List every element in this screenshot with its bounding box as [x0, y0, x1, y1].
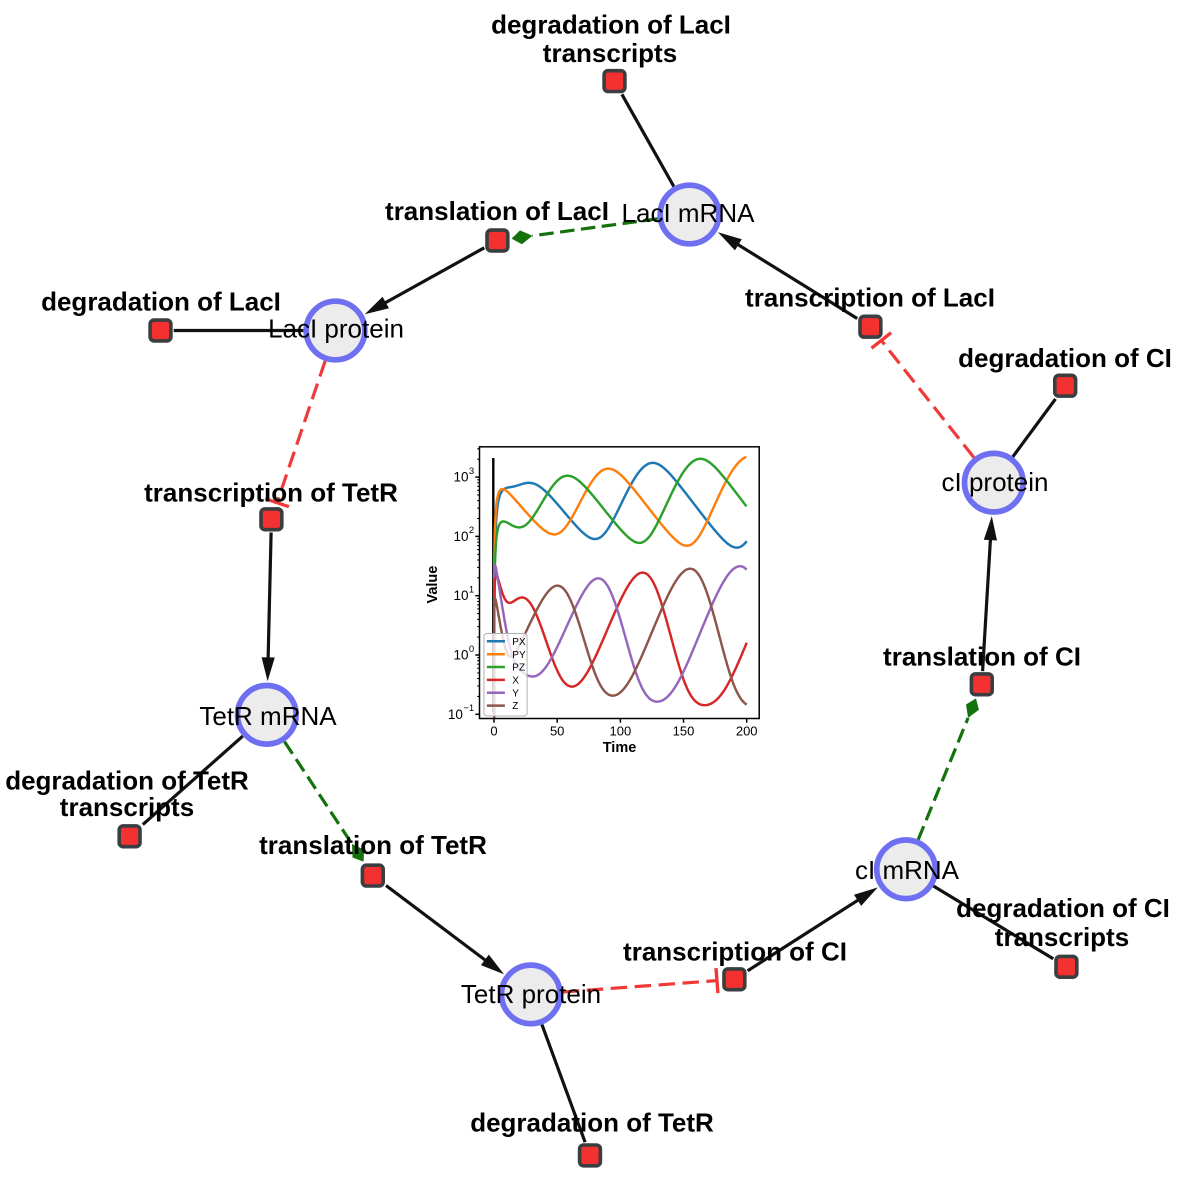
- svg-text:degradation of LacI: degradation of LacI: [491, 10, 731, 40]
- svg-text:−1: −1: [463, 703, 474, 714]
- svg-text:TetR mRNA: TetR mRNA: [199, 701, 337, 731]
- svg-text:transcripts: transcripts: [995, 922, 1129, 952]
- svg-text:200: 200: [736, 723, 758, 738]
- svg-text:LacI protein: LacI protein: [268, 313, 404, 343]
- svg-text:10: 10: [453, 529, 468, 544]
- svg-text:degradation of CI: degradation of CI: [958, 343, 1172, 373]
- svg-text:degradation of TetR: degradation of TetR: [470, 1107, 714, 1137]
- svg-text:50: 50: [550, 723, 564, 738]
- svg-text:10: 10: [453, 588, 468, 603]
- svg-text:TetR protein: TetR protein: [461, 979, 601, 1009]
- svg-text:degradation of LacI: degradation of LacI: [41, 286, 281, 316]
- svg-text:10: 10: [453, 470, 468, 485]
- svg-text:transcription of CI: transcription of CI: [623, 936, 847, 966]
- svg-text:150: 150: [673, 723, 695, 738]
- svg-text:transcription of LacI: transcription of LacI: [745, 283, 995, 313]
- svg-text:2: 2: [469, 525, 474, 536]
- svg-text:0: 0: [469, 644, 474, 655]
- svg-text:10: 10: [453, 648, 468, 663]
- svg-text:translation of CI: translation of CI: [883, 642, 1081, 672]
- svg-text:Value: Value: [425, 566, 441, 604]
- svg-text:cI mRNA: cI mRNA: [855, 855, 960, 885]
- svg-text:translation of TetR: translation of TetR: [259, 830, 487, 860]
- svg-text:transcripts: transcripts: [543, 38, 677, 68]
- svg-text:Time: Time: [603, 740, 637, 756]
- svg-text:1: 1: [469, 585, 474, 596]
- svg-text:Z: Z: [512, 701, 518, 712]
- svg-text:PY: PY: [512, 650, 526, 661]
- svg-text:0: 0: [490, 723, 497, 738]
- svg-text:3: 3: [469, 466, 474, 477]
- svg-text:cI protein: cI protein: [942, 467, 1049, 497]
- svg-text:LacI mRNA: LacI mRNA: [622, 198, 756, 228]
- svg-text:10: 10: [448, 707, 463, 722]
- svg-text:Y: Y: [512, 688, 519, 699]
- svg-text:PZ: PZ: [512, 663, 525, 674]
- svg-text:100: 100: [610, 723, 632, 738]
- svg-text:translation of LacI: translation of LacI: [385, 196, 609, 226]
- svg-text:degradation of TetR: degradation of TetR: [5, 766, 249, 796]
- svg-text:X: X: [512, 676, 519, 687]
- svg-text:PX: PX: [512, 637, 526, 648]
- svg-text:transcription of TetR: transcription of TetR: [144, 478, 398, 508]
- svg-text:degradation of CI: degradation of CI: [956, 893, 1170, 923]
- svg-text:transcripts: transcripts: [60, 792, 194, 822]
